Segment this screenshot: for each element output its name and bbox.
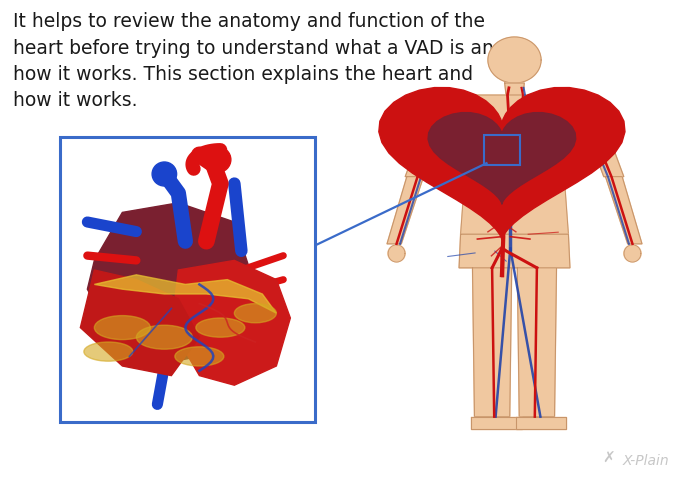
- Ellipse shape: [94, 316, 150, 340]
- Polygon shape: [379, 87, 625, 240]
- Polygon shape: [94, 275, 276, 313]
- Polygon shape: [459, 234, 570, 268]
- Polygon shape: [405, 100, 454, 177]
- Polygon shape: [505, 83, 524, 95]
- Text: ✗: ✗: [603, 451, 615, 466]
- Polygon shape: [88, 203, 248, 366]
- Polygon shape: [428, 113, 575, 204]
- Polygon shape: [172, 260, 290, 385]
- Polygon shape: [575, 100, 624, 177]
- Ellipse shape: [203, 146, 231, 173]
- Ellipse shape: [152, 162, 176, 186]
- Polygon shape: [438, 95, 592, 234]
- Text: It helps to review the anatomy and function of the
heart before trying to unders: It helps to review the anatomy and funct…: [13, 12, 505, 110]
- Polygon shape: [80, 270, 200, 375]
- Ellipse shape: [388, 245, 405, 262]
- Ellipse shape: [488, 37, 541, 83]
- Polygon shape: [473, 268, 512, 417]
- Bar: [484, 135, 520, 165]
- Polygon shape: [387, 177, 424, 244]
- Bar: [60, 137, 315, 422]
- Ellipse shape: [624, 245, 641, 262]
- Polygon shape: [517, 268, 556, 417]
- Ellipse shape: [196, 318, 245, 337]
- Ellipse shape: [175, 347, 224, 366]
- Ellipse shape: [234, 304, 276, 323]
- Polygon shape: [516, 417, 566, 429]
- Ellipse shape: [136, 325, 192, 349]
- Text: X-Plain: X-Plain: [623, 454, 670, 468]
- Polygon shape: [606, 177, 642, 244]
- Ellipse shape: [84, 342, 133, 361]
- Polygon shape: [471, 417, 522, 429]
